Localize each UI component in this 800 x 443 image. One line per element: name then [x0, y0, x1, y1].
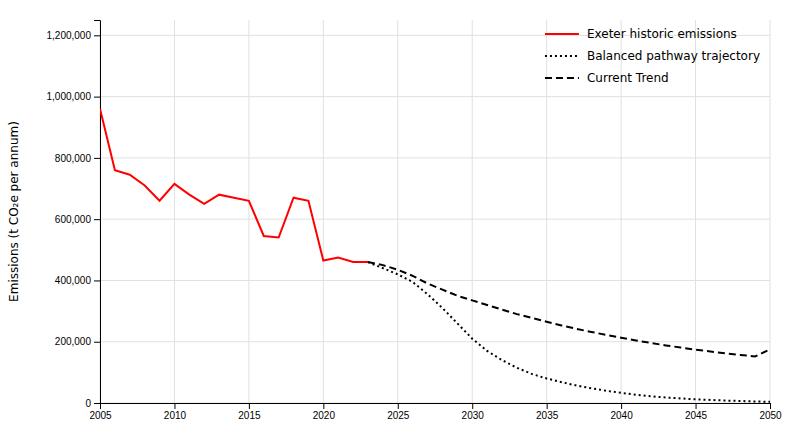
x-axis: 2005 2010 2015 2020 2025 2030 2035 2040 2045 2050: [89, 403, 782, 421]
tick-mark: [770, 403, 771, 409]
tick-label: 2005: [89, 410, 112, 421]
legend-label: Balanced pathway trajectory: [587, 49, 760, 63]
tick: 2050: [759, 403, 782, 421]
legend-label: Current Trend: [587, 71, 669, 85]
tick-mark: [398, 403, 399, 409]
tick: 1,200,000: [47, 30, 101, 41]
tick: 2045: [685, 403, 708, 421]
axis-line: [94, 21, 101, 404]
tick-mark: [323, 403, 324, 409]
line: [100, 109, 368, 262]
tick: 2040: [610, 403, 633, 421]
tick-mark: [94, 35, 100, 36]
grid-line: [695, 20, 696, 403]
y-axis: 0 200,000 400,000 600,000 800,000 1,000,000 1,…: [47, 21, 101, 409]
grid-line: [472, 20, 473, 403]
tick: 800,000: [55, 153, 100, 164]
tick: 2015: [238, 403, 261, 421]
tick-label: 2030: [462, 410, 485, 421]
tick-mark: [94, 342, 100, 343]
tick-mark: [621, 403, 622, 409]
legend: Exeter historic emissions Balanced pathwa…: [545, 27, 760, 85]
tick-mark: [249, 403, 250, 409]
grid-line: [770, 20, 771, 403]
tick-mark: [94, 219, 100, 220]
tick-mark: [547, 403, 548, 409]
grid-line: [323, 20, 324, 403]
tick-label: 1,200,000: [47, 30, 92, 41]
legend-swatch: [545, 33, 579, 35]
tick-mark: [472, 403, 473, 409]
plot: 2005 2010 2015 2020 2025 2030 2035 2040 2045 2050…: [7, 20, 782, 421]
lines: [100, 109, 770, 402]
y-axis-label: Emissions (t CO₂e per annum): [7, 121, 21, 302]
tick-label: 2010: [164, 410, 187, 421]
tick-mark: [696, 403, 697, 409]
chart: 2005 2010 2015 2020 2025 2030 2035 2040 2045 2050…: [0, 0, 800, 443]
grid-line: [174, 20, 175, 403]
grid-line: [248, 20, 249, 403]
tick: 2020: [313, 403, 336, 421]
tick-label: 2015: [238, 410, 261, 421]
grid-line: [100, 280, 770, 281]
legend-item: Current Trend: [545, 71, 669, 85]
tick-label: 2040: [610, 410, 633, 421]
tick-label: 2025: [387, 410, 410, 421]
tick-mark: [94, 403, 100, 404]
tick-label: 200,000: [55, 336, 92, 347]
grid-line: [100, 341, 770, 342]
tick-label: 2050: [759, 410, 782, 421]
tick-label: 800,000: [55, 153, 92, 164]
axis-line: [101, 404, 771, 410]
grid-line: [397, 20, 398, 403]
legend-swatch: [545, 77, 579, 79]
tick: 2005: [89, 403, 112, 421]
tick-mark: [174, 403, 175, 409]
tick-mark: [94, 280, 100, 281]
tick: 2030: [462, 403, 485, 421]
tick: 600,000: [55, 214, 100, 225]
tick-label: 2045: [685, 410, 708, 421]
legend-item: Balanced pathway trajectory: [545, 49, 760, 63]
legend-swatch: [545, 55, 579, 57]
tick-label: 2035: [536, 410, 559, 421]
tick-label: 600,000: [55, 214, 92, 225]
tick-mark: [94, 97, 100, 98]
tick: 2010: [164, 403, 187, 421]
tick-mark: [94, 158, 100, 159]
legend-item: Exeter historic emissions: [545, 27, 737, 41]
grid-line: [100, 219, 770, 220]
grid: [100, 20, 770, 403]
tick-label: 400,000: [55, 275, 92, 286]
tick-label: 1,000,000: [47, 91, 92, 102]
tick: 200,000: [55, 336, 100, 347]
tick: 400,000: [55, 275, 100, 286]
tick: 0: [85, 398, 100, 409]
grid-line: [100, 157, 770, 158]
line: [368, 262, 770, 402]
tick: 1,000,000: [47, 91, 101, 102]
tick-label: 0: [85, 398, 91, 409]
tick: 2035: [536, 403, 559, 421]
grid-line: [100, 96, 770, 97]
tick-label: 2020: [313, 410, 336, 421]
legend-label: Exeter historic emissions: [587, 27, 737, 41]
line: [368, 262, 770, 356]
tick: 2025: [387, 403, 410, 421]
